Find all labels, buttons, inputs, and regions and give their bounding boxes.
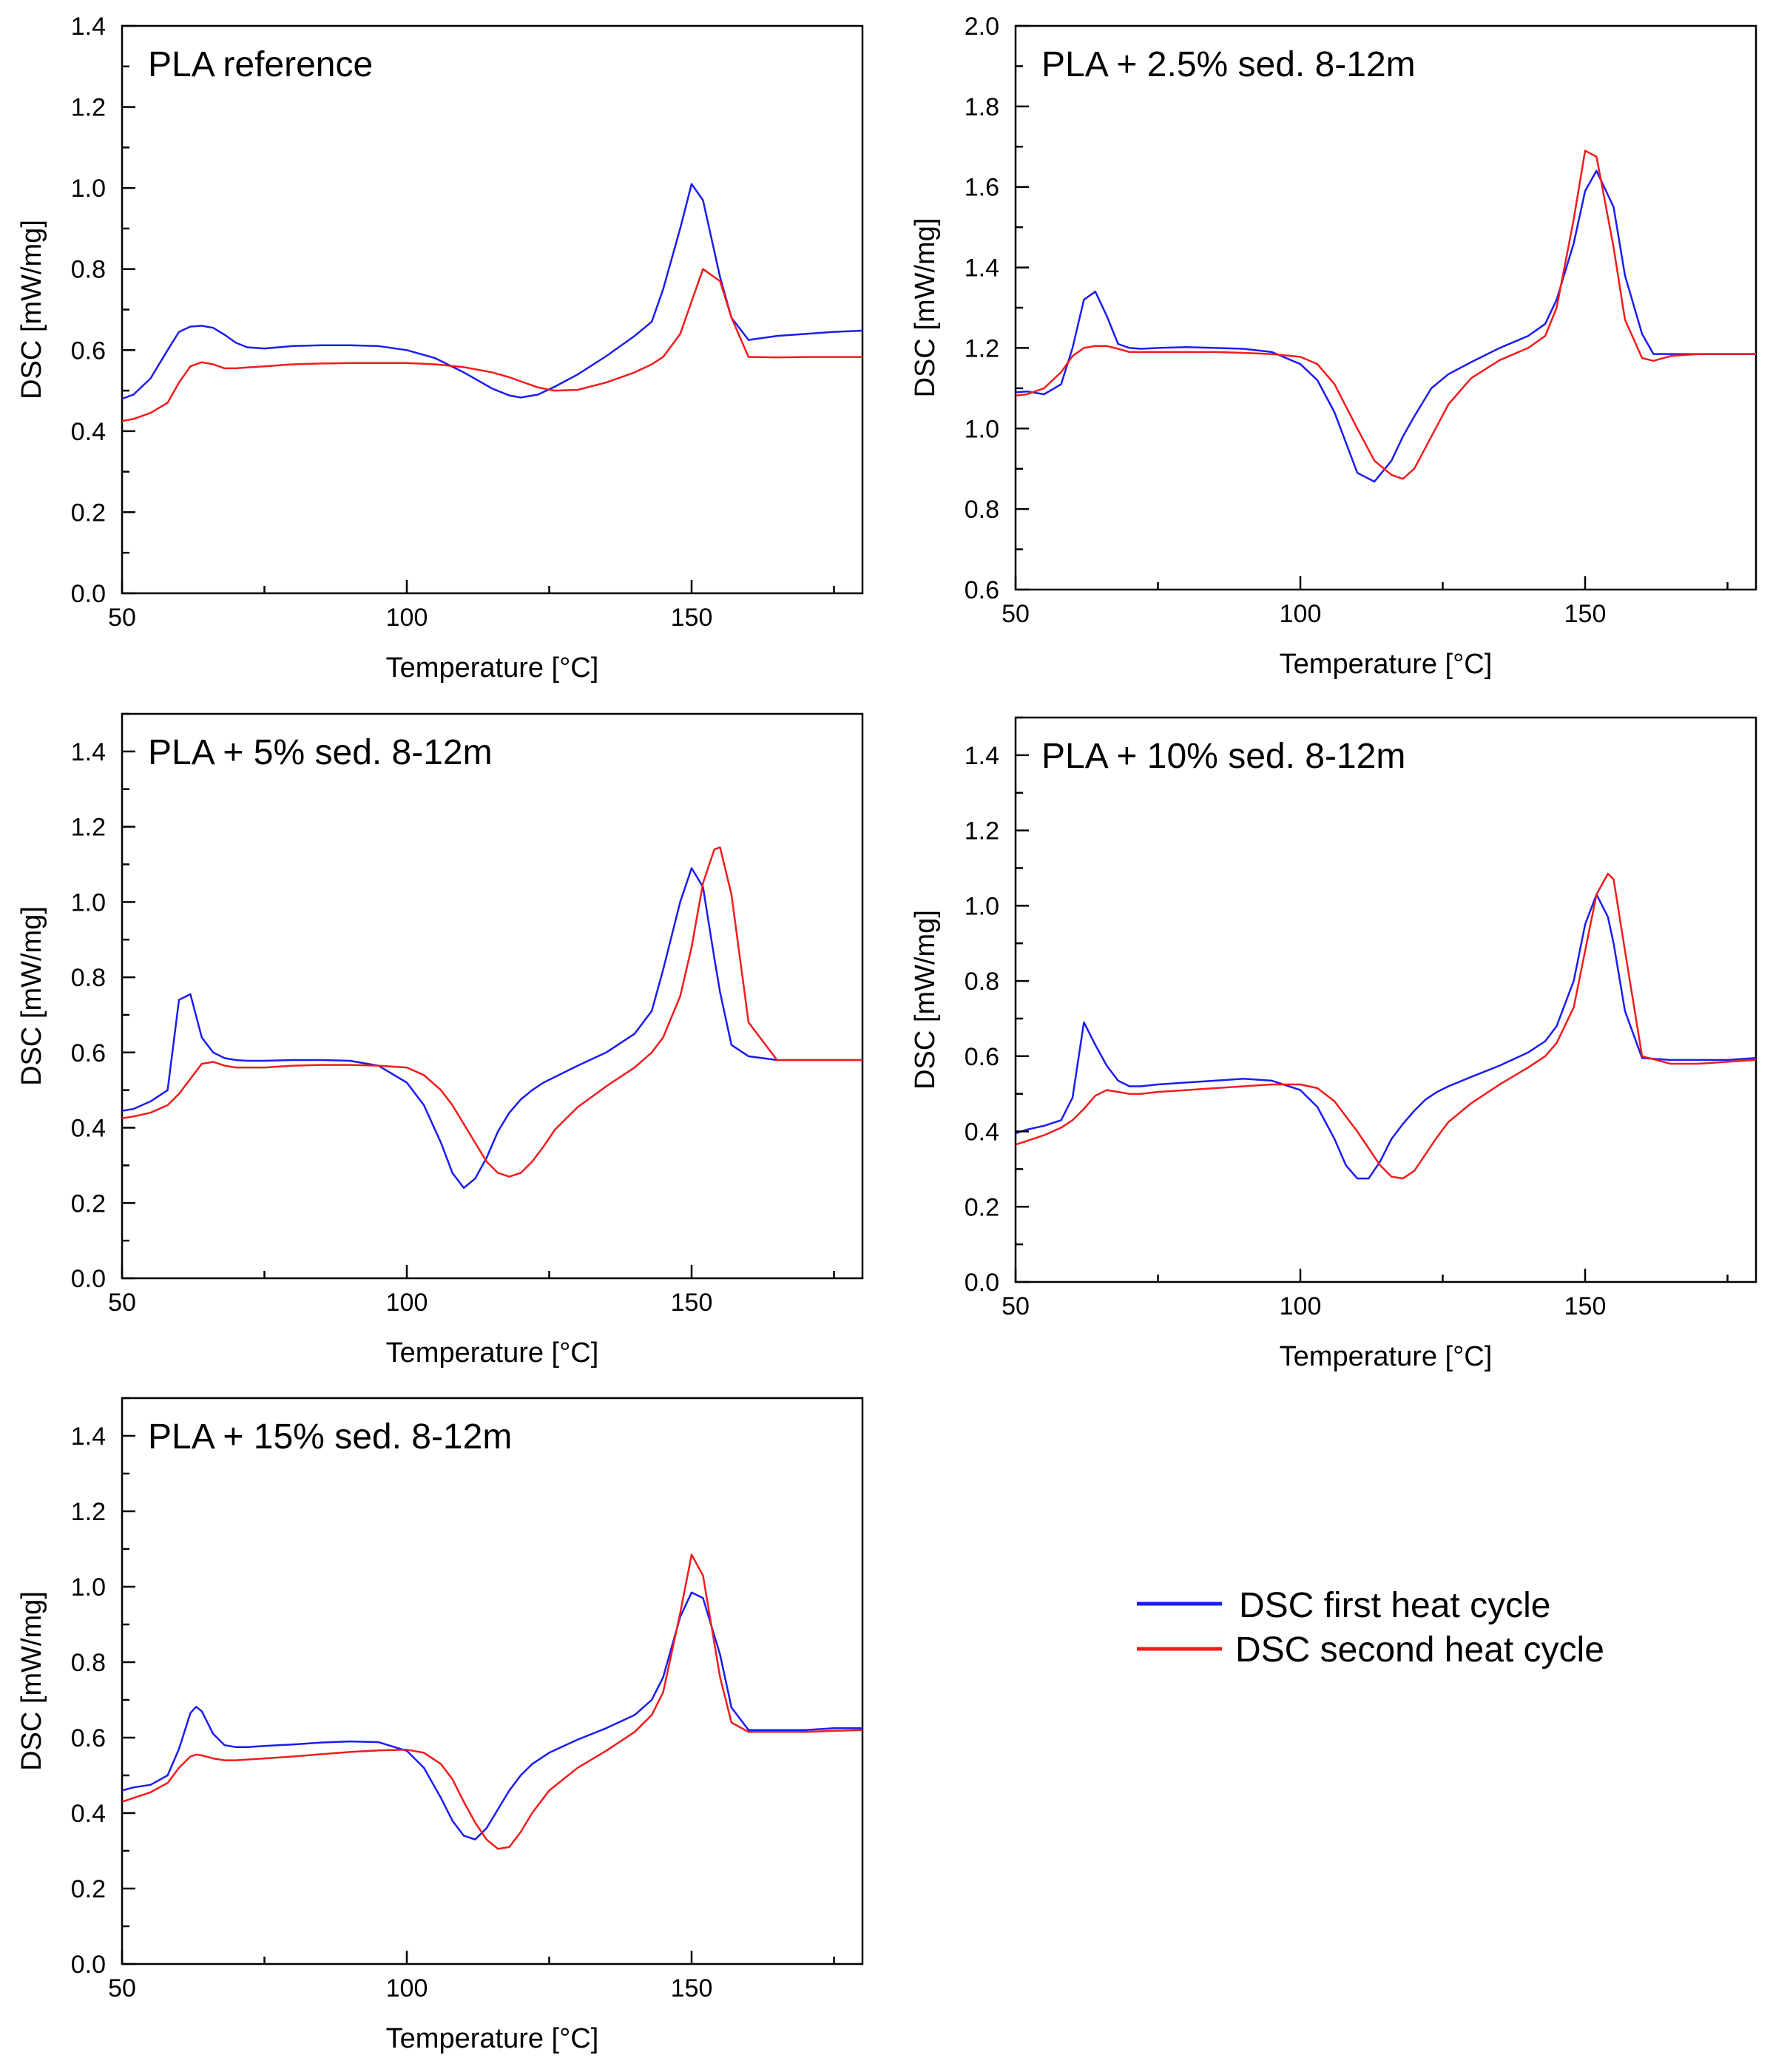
y-tick-label: 1.8 [965,93,999,121]
x-tick-label: 50 [108,1289,136,1317]
y-tick-label: 0.4 [71,418,106,446]
legend: DSC first heat cycle DSC second heat cyc… [1137,1586,1604,1670]
panel-title: PLA + 15% sed. 8-12m [148,1417,512,1457]
y-tick-label: 0.6 [71,1724,106,1752]
y-tick-label: 0.0 [965,1269,999,1297]
y-tick-label: 0.0 [71,1265,106,1293]
series-line-second [1016,149,1756,480]
x-tick-label: 150 [1564,600,1607,628]
x-tick-label: 100 [386,1974,428,2002]
y-tick-label: 1.0 [71,888,106,917]
y-tick-label: 1.0 [71,1573,106,1602]
y-axis-title: DSC [mW/mg] [16,1591,47,1771]
y-tick-label: 1.2 [71,94,106,122]
x-tick-label: 50 [1002,600,1030,628]
x-tick-label: 150 [671,1289,713,1317]
series-group [122,1553,862,1850]
y-tick-label: 0.4 [965,1118,999,1147]
y-tick-label: 1.2 [71,1498,106,1526]
y-tick-label: 1.0 [71,175,106,203]
series-line-first [122,183,862,400]
y-tick-label: 0.2 [71,1875,106,1903]
panel-title: PLA reference [148,45,373,84]
series-line-first [1016,893,1756,1180]
y-tick-label: 1.2 [965,334,999,362]
series-line-second [1016,872,1756,1180]
y-axis-title: DSC [mW/mg] [910,218,941,398]
y-tick-label: 0.4 [71,1115,106,1143]
x-tick-label: 100 [386,1289,428,1317]
panel-title: PLA + 10% sed. 8-12m [1041,737,1405,776]
x-tick-label: 50 [108,604,136,632]
chart-panel-1: 50 100 150 0.0 0.2 0.4 0.6 0.8 1.0 1.2 1.4 Temperat… [16,13,864,684]
y-tick-label: 0.8 [965,496,999,524]
y-tick-label: 1.4 [71,1423,106,1451]
series-group [122,183,862,422]
y-tick-label: 1.6 [965,174,999,202]
y-tick-label: 1.4 [965,742,999,770]
series-line-second [122,1553,862,1850]
chart-panels: 50 100 150 0.0 0.2 0.4 0.6 0.8 1.0 1.2 1.4 Temperat… [16,13,1757,2054]
legend-label-first: DSC first heat cycle [1239,1586,1550,1625]
series-group [122,846,862,1189]
plot-frame [1014,716,1757,1283]
y-tick-label: 0.6 [71,337,106,365]
y-tick-label: 0.8 [71,256,106,284]
y-tick-label: 0.6 [965,576,999,604]
x-tick-label: 150 [671,604,713,632]
y-tick-label: 1.0 [965,892,999,920]
y-tick-label: 0.8 [71,964,106,992]
y-tick-label: 1.2 [71,814,106,842]
x-tick-label: 100 [1280,1292,1322,1320]
y-tick-label: 1.0 [965,415,999,443]
x-tick-label: 150 [1564,1292,1607,1320]
series-group [1016,149,1756,483]
y-tick-label: 0.8 [965,968,999,996]
series-line-first [122,867,862,1189]
y-tick-label: 0.6 [965,1043,999,1071]
chart-panel-3: 50 100 150 0.0 0.2 0.4 0.6 0.8 1.0 1.2 1.4 Temperat… [16,712,864,1369]
y-tick-label: 0.2 [71,1189,106,1218]
y-tick-label: 1.4 [71,738,106,766]
x-tick-label: 150 [671,1974,713,2002]
y-axis-title: DSC [mW/mg] [16,906,47,1086]
x-tick-label: 100 [1280,600,1322,628]
x-axis-title: Temperature [°C] [386,2023,599,2054]
x-tick-label: 100 [386,604,428,632]
y-tick-label: 0.4 [71,1800,106,1828]
plot-frame [121,1397,864,1965]
x-axis-title: Temperature [°C] [1280,649,1493,680]
y-tick-label: 0.2 [71,499,106,527]
x-tick-label: 50 [108,1974,136,2002]
series-line-first [1016,169,1756,483]
chart-panel-4: 50 100 150 0.0 0.2 0.4 0.6 0.8 1.0 1.2 1.4 Temperat… [910,716,1757,1372]
y-tick-label: 1.2 [965,817,999,846]
y-tick-label: 0.8 [71,1649,106,1677]
y-tick-label: 0.2 [965,1193,999,1221]
plot-frame [121,712,864,1280]
y-axis-title: DSC [mW/mg] [16,220,47,399]
y-tick-label: 1.4 [71,13,106,41]
x-axis-title: Temperature [°C] [1280,1341,1493,1372]
y-tick-label: 0.0 [71,1951,106,1979]
panel-title: PLA + 5% sed. 8-12m [148,733,493,772]
series-line-second [122,268,862,422]
y-tick-label: 1.4 [965,254,999,283]
chart-panel-5: 50 100 150 0.0 0.2 0.4 0.6 0.8 1.0 1.2 1.4 Temperat… [16,1397,864,2054]
series-line-first [122,1591,862,1840]
legend-label-second: DSC second heat cycle [1235,1630,1604,1670]
chart-panel-2: 50 100 150 0.6 0.8 1.0 1.2 1.4 1.6 1.8 2.0 Temperat… [910,13,1757,680]
y-tick-label: 0.6 [71,1039,106,1067]
y-tick-label: 0.0 [71,580,106,608]
series-group [1016,872,1756,1180]
x-tick-label: 50 [1002,1292,1030,1320]
x-axis-title: Temperature [°C] [386,1337,599,1369]
panel-title: PLA + 2.5% sed. 8-12m [1041,45,1416,84]
y-tick-label: 2.0 [965,13,999,41]
series-line-second [122,846,862,1178]
x-axis-title: Temperature [°C] [386,652,599,684]
y-axis-title: DSC [mW/mg] [910,910,941,1090]
